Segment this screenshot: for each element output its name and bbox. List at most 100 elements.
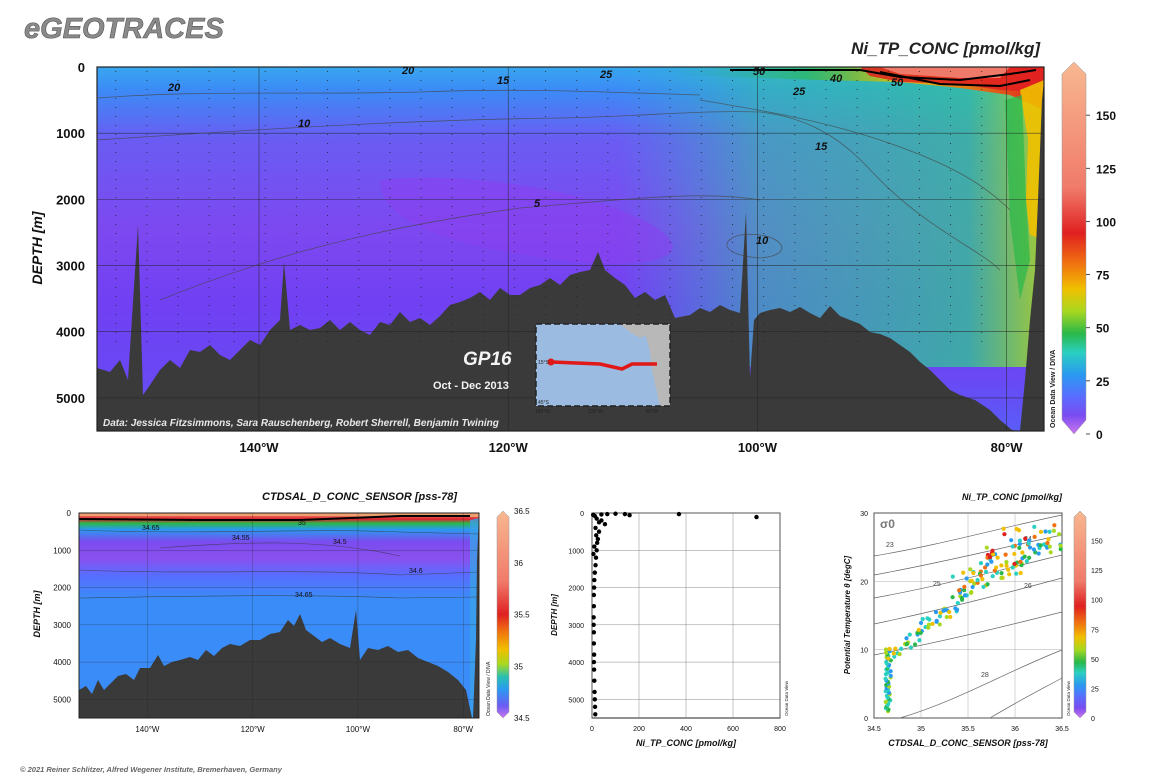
data-point xyxy=(1023,536,1028,541)
contour-line xyxy=(78,529,480,535)
contour-label: 5 xyxy=(534,198,541,210)
data-point xyxy=(999,563,1004,568)
profile-plot: 0 1000 2000 3000 4000 5000 0 200 400 600 800 Ni_T… xyxy=(550,511,789,748)
main-contour-labels: 5 10 10 15 15 20 20 25 25 50 50 40 xyxy=(167,65,904,247)
data-point xyxy=(990,574,995,579)
y-tick-label: 3000 xyxy=(53,621,71,630)
data-point xyxy=(912,642,918,647)
data-point xyxy=(754,514,759,520)
data-point xyxy=(1057,532,1062,537)
data-point xyxy=(944,614,949,620)
contour-label: 15 xyxy=(815,141,828,153)
data-point xyxy=(904,636,909,641)
y-tick-label: 0 xyxy=(580,511,584,518)
data-point xyxy=(1014,526,1019,532)
data-point xyxy=(592,704,598,710)
colorbar-tick-label: 75 xyxy=(1096,269,1110,283)
contour-label: 20 xyxy=(167,82,181,94)
contour-label: 34.55 xyxy=(232,535,250,542)
colorbar-tick-label: 0 xyxy=(1096,428,1103,442)
isopycnal-label: 26 xyxy=(1024,583,1032,590)
data-point xyxy=(591,630,597,635)
data-point xyxy=(916,627,921,633)
profile-points xyxy=(590,511,759,717)
y-tick-label: 2000 xyxy=(53,584,71,593)
x-tick-label: 100°W xyxy=(346,725,371,734)
inset-map: 15°S 45°S 160°W 120°W 80°W xyxy=(535,323,671,415)
data-point xyxy=(594,516,599,521)
x-tick-label: 36 xyxy=(1011,726,1019,733)
profile-x-label: Ni_TP_CONC [pmol/kg] xyxy=(636,738,737,748)
data-point xyxy=(605,511,610,517)
inset-land xyxy=(646,324,670,406)
data-point xyxy=(918,620,924,626)
contour-50 xyxy=(730,69,1037,82)
data-point xyxy=(985,582,990,587)
contour-line xyxy=(159,195,761,301)
colorbar-tick-label: 34.5 xyxy=(514,714,530,723)
data-point xyxy=(1048,550,1053,555)
data-point xyxy=(964,576,969,581)
x-tick-label: 140°W xyxy=(135,725,160,734)
data-point xyxy=(594,533,599,538)
data-point xyxy=(1051,528,1057,533)
main-section-plot: 5 10 10 15 15 20 20 25 25 50 50 40 Data:… xyxy=(29,60,1057,455)
ts-x-label: CTDSAL_D_CONC_SENSOR [pss-78] xyxy=(888,738,1049,748)
contour-label: 10 xyxy=(298,118,311,130)
sigma-label: σ0 xyxy=(880,517,895,531)
isopycnal-label: 28 xyxy=(981,672,989,679)
data-point xyxy=(1027,555,1032,560)
main-colorbar-ticks: 0 25 50 75 100 125 150 xyxy=(1086,109,1116,442)
data-point xyxy=(955,600,960,606)
surface-hotspot-core xyxy=(880,67,1010,78)
colorbar-tick-label: 50 xyxy=(1091,657,1099,664)
data-point xyxy=(596,529,602,534)
data-point xyxy=(591,585,597,590)
data-point xyxy=(1006,567,1011,572)
isopycnal-line xyxy=(873,534,1063,576)
data-point xyxy=(1019,562,1024,568)
data-point xyxy=(888,669,893,674)
data-point xyxy=(1017,538,1022,543)
isopycnal-line xyxy=(899,649,1063,719)
data-point xyxy=(1032,524,1037,529)
data-point xyxy=(904,642,909,647)
y-tick-label: 0 xyxy=(864,716,868,723)
y-tick-label: 20 xyxy=(860,579,868,586)
data-point xyxy=(985,562,990,567)
data-point xyxy=(968,567,973,572)
data-point xyxy=(961,570,966,575)
y-tick-label: 3000 xyxy=(568,623,584,630)
inset-lon-tick: 160°W xyxy=(535,409,550,415)
data-point xyxy=(1012,551,1017,557)
contour-label: 10 xyxy=(756,235,769,247)
salinity-section-plot: CTDSAL_D_CONC_SENSOR [pss-78] 34.65 35 3… xyxy=(32,491,530,734)
data-point xyxy=(1010,544,1015,549)
salinity-colorbar-ticks: 34.5 35 35.5 36 36.5 xyxy=(514,507,530,723)
salinity-watermark: Ocean Data View / DIVA xyxy=(486,661,492,716)
colorbar-body xyxy=(1061,61,1087,435)
profile-y-label: DEPTH [m] xyxy=(550,594,559,636)
data-point xyxy=(920,616,925,622)
contour-label: 20 xyxy=(401,65,415,77)
data-point xyxy=(1024,559,1029,564)
data-point xyxy=(990,548,995,553)
y-tick-label: 1000 xyxy=(53,546,71,555)
cruise-track xyxy=(551,360,657,371)
data-point xyxy=(1036,551,1041,556)
data-point xyxy=(950,595,955,600)
salinity-y-label: DEPTH [m] xyxy=(32,589,42,637)
y-tick-label: 4000 xyxy=(568,660,584,667)
data-point xyxy=(591,615,596,620)
data-point xyxy=(925,616,930,621)
inset-frame xyxy=(535,323,671,407)
cruise-start-marker xyxy=(547,358,555,366)
y-tick-label: 5000 xyxy=(56,391,85,406)
isopycnal-line xyxy=(873,577,1063,625)
x-tick-label: 120°W xyxy=(489,440,529,455)
inset-lon-tick: 120°W xyxy=(588,409,603,415)
main-watermark: Ocean Data View / DIVA xyxy=(1050,350,1057,428)
data-point xyxy=(1014,571,1019,576)
ts-colorbar-ticks: 0 25 50 75 100 125 150 xyxy=(1091,539,1103,723)
data-point xyxy=(962,588,967,593)
